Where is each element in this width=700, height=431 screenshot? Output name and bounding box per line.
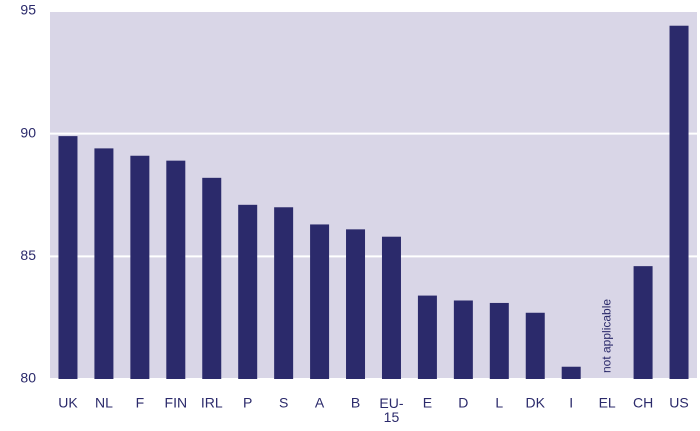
bar: [669, 25, 689, 379]
x-tick-label: US: [669, 395, 688, 411]
x-tick-label: FIN: [165, 395, 188, 411]
bar: [166, 160, 186, 379]
x-tick-label: EU-15: [379, 395, 403, 425]
y-tick-label: 80: [20, 370, 36, 386]
x-tick-label: E: [423, 395, 432, 411]
x-tick-label: EL: [599, 395, 616, 411]
x-tick-label: D: [458, 395, 468, 411]
x-tick-label: S: [279, 395, 288, 411]
x-tick-label: UK: [58, 395, 78, 411]
plot-area: [50, 11, 697, 379]
bar: [58, 136, 78, 379]
bar: [274, 207, 294, 379]
x-tick-label: A: [315, 395, 325, 411]
bar: [381, 236, 401, 379]
x-tick-label: IRL: [201, 395, 223, 411]
bar: [453, 300, 473, 379]
x-tick-label: I: [569, 395, 573, 411]
x-tick-label: DK: [526, 395, 546, 411]
bar: [346, 229, 366, 379]
y-tick-label: 90: [20, 124, 36, 140]
bar: [310, 224, 330, 379]
bar: [561, 366, 581, 379]
bar: [238, 204, 258, 379]
x-tick-label: B: [351, 395, 360, 411]
bar: [417, 295, 437, 379]
bar: [202, 177, 222, 379]
x-tick-label: NL: [95, 395, 113, 411]
bar: [130, 155, 150, 379]
bar: [633, 266, 653, 379]
bar: [525, 312, 545, 379]
y-tick-label: 95: [20, 2, 36, 18]
bar: [489, 302, 509, 379]
y-tick-label: 85: [20, 247, 36, 263]
annotation: not applicable: [599, 299, 613, 373]
x-tick-label: F: [136, 395, 145, 411]
x-tick-label: CH: [633, 395, 653, 411]
x-tick-label: P: [243, 395, 252, 411]
bar: [94, 148, 114, 379]
x-tick-label: L: [495, 395, 503, 411]
